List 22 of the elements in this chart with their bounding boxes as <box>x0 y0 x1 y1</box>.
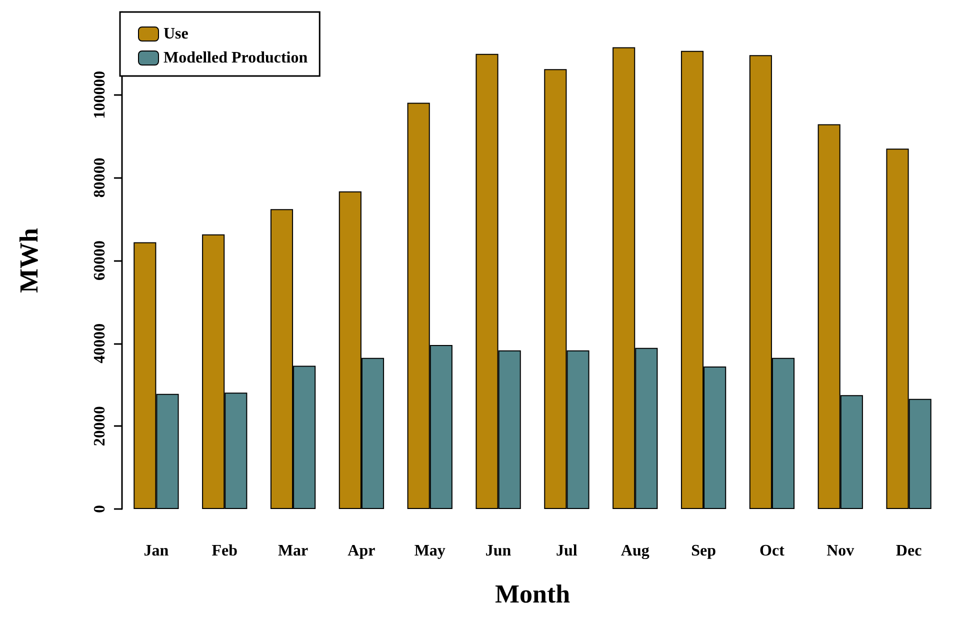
y-tick-label: 40000 <box>92 323 108 364</box>
x-tick-label: Jun <box>485 542 512 560</box>
x-tick-label: Apr <box>348 542 376 560</box>
y-tick-label: 60000 <box>92 240 108 280</box>
y-tick-label: 20000 <box>92 406 108 446</box>
x-tick-label: Dec <box>896 542 922 560</box>
x-tick-label: Oct <box>760 542 786 560</box>
x-tick-label: May <box>414 542 446 560</box>
x-tick-label: Aug <box>620 542 650 560</box>
y-tick-label: 100000 <box>92 70 108 119</box>
legend-label: Modelled Production <box>164 50 308 66</box>
x-tick-label: Jul <box>556 542 578 560</box>
y-tick-label: 0 <box>92 505 108 513</box>
x-tick-label: Jan <box>144 542 169 560</box>
x-tick-label: Nov <box>826 542 854 560</box>
x-tick-label: Feb <box>212 542 238 560</box>
y-axis-title: MWh <box>14 227 44 293</box>
x-axis-title: Month <box>494 580 571 608</box>
x-tick-label: Sep <box>691 542 716 560</box>
x-tick-label: Mar <box>278 542 308 560</box>
legend-label: Use <box>164 26 188 42</box>
y-tick-label: 80000 <box>92 158 108 198</box>
